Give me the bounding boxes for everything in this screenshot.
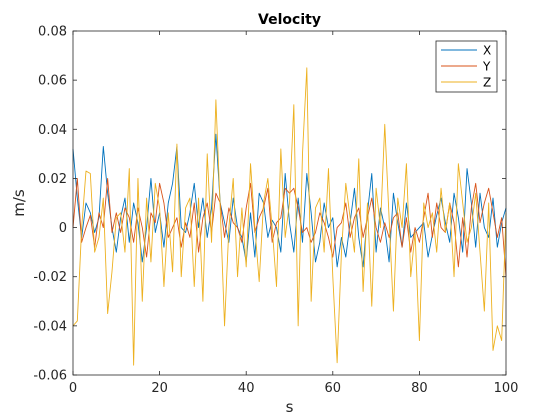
y-tick-label: -0.06: [33, 369, 67, 384]
x-axis-ticks: 0 20 40 60 80 100: [69, 31, 519, 396]
y-axis-ticks: -0.06 -0.04 -0.02 0 0.02 0.04 0.06 0.08: [33, 25, 506, 384]
x-tick-label: 100: [494, 381, 519, 396]
x-tick-label: 40: [238, 381, 255, 396]
y-axis-label: m/s: [10, 189, 28, 217]
legend-label-x: X: [483, 44, 491, 58]
y-tick-label: 0.02: [38, 172, 67, 187]
legend: XYZ: [435, 40, 498, 93]
series-layer: [72, 67, 507, 366]
x-tick-label: 60: [325, 381, 342, 396]
x-tick-label: 20: [151, 381, 168, 396]
y-tick-label: 0.08: [38, 25, 67, 40]
chart-title: Velocity: [258, 12, 321, 28]
x-tick-label: 0: [69, 381, 77, 396]
y-tick-label: 0.04: [38, 123, 67, 138]
legend-label-z: Z: [483, 76, 491, 90]
legend-label-y: Y: [482, 60, 491, 74]
y-tick-label: -0.02: [33, 270, 67, 285]
y-tick-label: -0.04: [33, 319, 67, 334]
x-axis-label: s: [286, 398, 294, 416]
legend-items: XYZ: [441, 44, 491, 90]
y-tick-label: 0.06: [38, 74, 67, 89]
plot-frame: [72, 30, 507, 376]
y-tick-label: 0: [59, 221, 67, 236]
series-line-z: [72, 67, 507, 366]
x-tick-label: 80: [411, 381, 428, 396]
